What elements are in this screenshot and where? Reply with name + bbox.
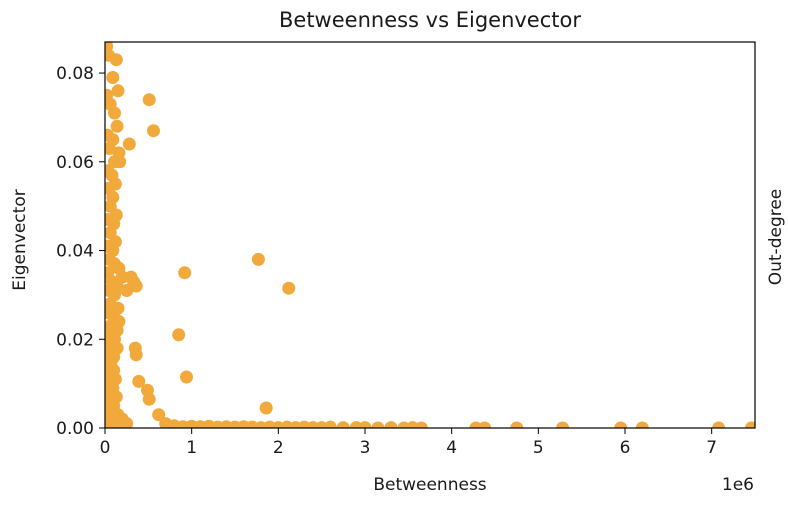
data-point xyxy=(114,421,128,428)
data-point xyxy=(178,266,192,280)
data-point xyxy=(478,421,492,428)
data-point xyxy=(142,392,156,406)
y-tick-label: 0.06 xyxy=(56,153,94,173)
x-tick-label: 0 xyxy=(100,438,111,458)
x-tick-label: 1 xyxy=(186,438,197,458)
data-point xyxy=(745,421,755,428)
data-point xyxy=(108,106,121,120)
secondary-y-axis-label: Out-degree xyxy=(766,189,786,286)
data-point xyxy=(142,93,156,107)
data-point xyxy=(282,281,296,295)
x-axis-offset-label: 1e6 xyxy=(722,475,754,495)
y-axis-label: Eigenvector xyxy=(10,189,30,290)
data-point xyxy=(106,71,120,84)
points-layer xyxy=(105,42,755,428)
y-tick-label: 0.08 xyxy=(56,64,94,84)
y-tick-label: 0.04 xyxy=(56,242,94,262)
data-point xyxy=(113,155,127,169)
data-point xyxy=(111,84,125,98)
ticks-layer: 0 1 2 3 4 5 6 7 0.00 0.02 0.04 0.06 0.08 xyxy=(56,64,717,458)
y-tick-label: 0.00 xyxy=(56,419,94,439)
x-tick-label: 6 xyxy=(620,438,631,458)
data-point xyxy=(251,252,265,266)
data-point xyxy=(110,119,124,133)
data-point xyxy=(371,421,385,428)
y-tick-label: 0.02 xyxy=(56,330,94,350)
data-point xyxy=(414,421,428,428)
data-point xyxy=(635,421,649,428)
x-tick-label: 4 xyxy=(446,438,457,458)
data-point xyxy=(152,408,166,422)
chart-title: Betweenness vs Eigenvector xyxy=(279,8,581,32)
data-point xyxy=(614,421,628,428)
x-axis-label: Betweenness xyxy=(373,475,486,495)
data-point xyxy=(510,421,524,428)
data-point xyxy=(132,374,146,388)
data-point xyxy=(712,421,726,428)
data-point xyxy=(259,401,273,415)
data-point xyxy=(172,328,186,342)
data-point xyxy=(129,348,143,362)
data-point xyxy=(556,421,570,428)
data-point xyxy=(336,421,350,428)
x-tick-label: 5 xyxy=(533,438,544,458)
plot-frame xyxy=(104,41,756,429)
data-point xyxy=(109,53,123,67)
data-point xyxy=(147,124,160,138)
data-point xyxy=(180,370,193,384)
data-point xyxy=(358,421,372,428)
data-point xyxy=(384,421,398,428)
data-point xyxy=(323,420,337,428)
data-point xyxy=(122,137,136,151)
x-tick-label: 2 xyxy=(273,438,284,458)
x-tick-label: 7 xyxy=(706,438,717,458)
data-point xyxy=(120,284,134,297)
x-tick-label: 3 xyxy=(360,438,371,458)
